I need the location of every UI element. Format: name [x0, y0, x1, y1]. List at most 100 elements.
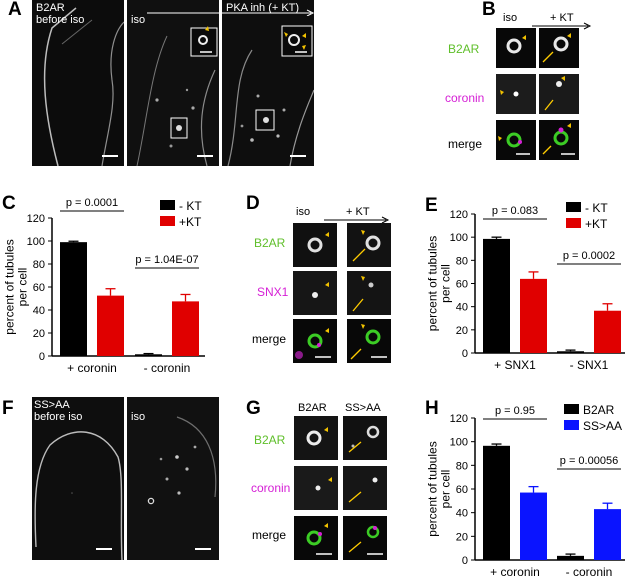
scale-bar — [290, 155, 306, 157]
bar — [520, 492, 547, 560]
micrograph-g-coronin-wt — [294, 466, 338, 510]
micrograph-d-merge-kt — [347, 319, 391, 363]
chart-h: 0 20 40 60 80 100 120 percent of tubules per cel… — [426, 403, 625, 579]
panel-letter-f: F — [2, 398, 14, 419]
x-tick-label: - SNX1 — [570, 358, 609, 372]
bar — [557, 351, 584, 353]
column-header: + KT — [346, 206, 370, 218]
micrograph-label: SS>AA before iso — [34, 399, 83, 423]
panel-letter-h: H — [425, 398, 439, 419]
panel-letter-g: G — [246, 398, 261, 419]
bar — [520, 278, 547, 353]
micrograph-d-snx1-kt — [347, 271, 391, 315]
y-tick-label: 100 — [450, 437, 468, 449]
micrograph-b-b2ar-iso — [496, 28, 536, 68]
micrograph-g-merge-ssaa — [343, 516, 387, 560]
legend-swatch — [160, 200, 175, 210]
p-value-annotation: p = 0.083 — [492, 205, 538, 217]
bar — [97, 295, 124, 356]
bar — [483, 238, 510, 353]
y-axis-label-line: per cell — [439, 470, 453, 509]
micrograph-b-coronin-kt — [539, 74, 579, 114]
scale-bar — [102, 155, 118, 157]
chart-plot-c: 0 20 40 60 80 100 120 percent of tubules per cel… — [3, 197, 205, 375]
y-tick-label: 40 — [33, 305, 45, 317]
x-tick-label: - coronin — [566, 565, 613, 579]
bar — [594, 509, 621, 560]
y-axis-label-line: per cell — [16, 268, 30, 307]
micrograph-d-snx1-iso — [293, 271, 337, 315]
cell-image — [227, 25, 314, 166]
x-tick-label: + coronin — [490, 565, 540, 579]
micrograph-d-b2ar-kt — [347, 223, 391, 267]
column-header: iso — [503, 12, 518, 24]
row-label-coronin: coronin — [445, 91, 485, 105]
legend-label: SS>AA — [583, 419, 622, 433]
micrograph-a-before-iso: B2AR before iso — [32, 0, 124, 166]
cell-outline-image — [34, 431, 123, 560]
y-tick-label: 120 — [27, 213, 45, 225]
y-axis-label: percent of tubules per cell — [3, 239, 30, 334]
panel-letter-e: E — [425, 195, 438, 216]
x-tick-label: - coronin — [144, 361, 191, 375]
chart-c: 0 20 40 60 80 100 120 percent of tubules per cel… — [3, 197, 205, 375]
y-tick-label: 40 — [456, 508, 468, 520]
panel-letter-b: B — [482, 0, 496, 20]
y-tick-label: 120 — [450, 413, 468, 425]
micrograph-d-merge-iso — [293, 319, 337, 363]
micrograph-a-iso: iso — [127, 0, 219, 166]
y-tick-label: 60 — [456, 484, 468, 496]
legend-swatch — [564, 404, 579, 414]
micrograph-label: iso — [131, 14, 146, 26]
chart-e: 0 20 40 60 80 100 120 percent of tubules per cel… — [426, 201, 625, 372]
chart-plot-e: 0 20 40 60 80 100 120 percent of tubules per cel… — [426, 201, 625, 372]
scale-bar — [96, 548, 112, 550]
bar — [594, 310, 621, 353]
micrograph-f-iso: iso — [127, 397, 219, 560]
y-axis-label-line: percent of tubules — [426, 236, 440, 331]
y-tick-label: 80 — [33, 259, 45, 271]
y-tick-label: 0 — [462, 555, 468, 567]
micrograph-g-coronin-ssaa — [343, 466, 387, 510]
micrograph-f-before-iso: SS>AA before iso — [32, 397, 124, 560]
y-tick-label: 60 — [456, 279, 468, 291]
legend-swatch — [566, 202, 581, 212]
y-tick-label: 60 — [33, 282, 45, 294]
p-value-annotation: p = 0.95 — [495, 405, 535, 417]
legend-label: +KT — [179, 215, 202, 229]
micrograph-g-b2ar-wt — [294, 416, 338, 460]
legend-label: - KT — [585, 201, 608, 215]
legend-label: +KT — [585, 217, 608, 231]
y-tick-label: 20 — [33, 328, 45, 340]
micrograph-g-merge-wt — [294, 516, 338, 560]
timeline-arrow — [324, 216, 390, 224]
cell-outline-image — [43, 7, 124, 166]
p-value-annotation: p = 0.0001 — [66, 197, 118, 209]
arrow-label: PKA inh (+ KT) — [226, 2, 300, 14]
y-tick-label: 100 — [450, 232, 468, 244]
cell-image — [136, 26, 218, 166]
panel-letter-c: C — [2, 193, 16, 214]
micrograph-label: B2AR before iso — [36, 2, 85, 26]
y-tick-label: 100 — [27, 236, 45, 248]
panel-letter-d: D — [246, 193, 260, 214]
cell-image — [147, 416, 217, 505]
column-header: SS>AA — [345, 402, 381, 414]
row-label-merge: merge — [252, 528, 287, 542]
row-label-merge: merge — [448, 137, 483, 151]
y-axis-label-line: per cell — [439, 264, 453, 303]
y-tick-label: 0 — [39, 351, 45, 363]
y-tick-label: 0 — [462, 348, 468, 360]
panel-letter-a: A — [8, 0, 22, 20]
bar — [135, 354, 162, 356]
row-label-snx1: SNX1 — [257, 285, 289, 299]
y-axis-label-line: percent of tubules — [426, 441, 440, 536]
legend-swatch — [160, 216, 175, 226]
p-value-annotation: p = 0.00056 — [560, 455, 618, 467]
micrograph-a-pka-inh — [222, 0, 314, 166]
column-header: + KT — [550, 12, 574, 24]
micrograph-b-coronin-iso — [496, 74, 536, 114]
x-tick-label: + coronin — [67, 361, 117, 375]
p-value-annotation: p = 1.04E-07 — [135, 254, 198, 266]
y-tick-label: 20 — [456, 531, 468, 543]
